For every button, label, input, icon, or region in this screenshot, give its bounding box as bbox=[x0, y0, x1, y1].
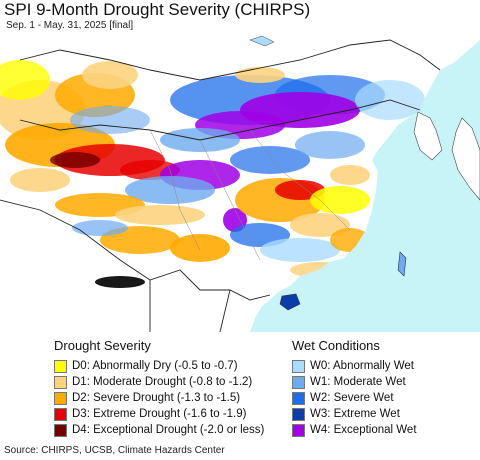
legend: Drought Severity D0: Abnormally Dry (-0.… bbox=[0, 338, 480, 442]
swatch-d3 bbox=[54, 407, 67, 421]
swatch-w0 bbox=[292, 359, 305, 373]
legend-label-w1: W1: Moderate Wet bbox=[310, 376, 406, 388]
legend-label-w0: W0: Abnormally Wet bbox=[310, 360, 414, 372]
legend-wet-title: Wet Conditions bbox=[292, 338, 380, 353]
swatch-w2 bbox=[292, 391, 305, 405]
swatch-w3 bbox=[292, 407, 305, 421]
taiwan-island bbox=[397, 251, 407, 277]
country-borders bbox=[0, 39, 441, 332]
legend-label-w3: W3: Extreme Wet bbox=[310, 408, 400, 420]
land bbox=[0, 0, 480, 332]
swatch-d4 bbox=[54, 423, 67, 437]
legend-item-w3: W3: Extreme Wet bbox=[292, 406, 400, 422]
hainan-island bbox=[279, 293, 301, 311]
legend-item-d0: D0: Abnormally Dry (-0.5 to -0.7) bbox=[54, 358, 238, 374]
legend-item-w4: W4: Exceptional Wet bbox=[292, 422, 417, 438]
korea-peninsula bbox=[413, 111, 443, 161]
legend-label-d4: D4: Exceptional Drought (-2.0 or less) bbox=[72, 424, 265, 436]
legend-item-w2: W2: Severe Wet bbox=[292, 390, 394, 406]
legend-item-w0: W0: Abnormally Wet bbox=[292, 358, 414, 374]
japan-islands bbox=[451, 117, 480, 201]
source-credit: Source: CHIRPS, UCSB, Climate Hazards Ce… bbox=[4, 445, 225, 456]
legend-label-d3: D3: Extreme Drought (-1.6 to -1.9) bbox=[72, 408, 247, 420]
legend-label-w4: W4: Exceptional Wet bbox=[310, 424, 417, 436]
legend-label-d2: D2: Severe Drought (-1.3 to -1.5) bbox=[72, 392, 241, 404]
swatch-d2 bbox=[54, 391, 67, 405]
province-borders bbox=[149, 129, 351, 261]
swatch-d0 bbox=[54, 359, 67, 373]
drought-map bbox=[0, 0, 480, 332]
legend-item-d3: D3: Extreme Drought (-1.6 to -1.9) bbox=[54, 406, 246, 422]
legend-item-d1: D1: Moderate Drought (-0.8 to -1.2) bbox=[54, 374, 252, 390]
lake-balkhash bbox=[249, 35, 275, 47]
legend-label-w2: W2: Severe Wet bbox=[310, 392, 394, 404]
legend-item-d2: D2: Severe Drought (-1.3 to -1.5) bbox=[54, 390, 240, 406]
swatch-w4 bbox=[292, 423, 305, 437]
swatch-w1 bbox=[292, 375, 305, 389]
legend-label-d0: D0: Abnormally Dry (-0.5 to -0.7) bbox=[72, 360, 238, 372]
drought-patches bbox=[0, 60, 428, 308]
legend-drought-title: Drought Severity bbox=[54, 338, 151, 353]
legend-label-d1: D1: Moderate Drought (-0.8 to -1.2) bbox=[72, 376, 253, 388]
ocean bbox=[0, 0, 480, 332]
legend-item-d4: D4: Exceptional Drought (-2.0 or less) bbox=[54, 422, 264, 438]
legend-item-w1: W1: Moderate Wet bbox=[292, 374, 406, 390]
swatch-d1 bbox=[54, 375, 67, 389]
map-subtitle: Sep. 1 - May. 31, 2025 [final] bbox=[6, 20, 134, 31]
map-title: SPI 9-Month Drought Severity (CHIRPS) bbox=[4, 0, 311, 19]
